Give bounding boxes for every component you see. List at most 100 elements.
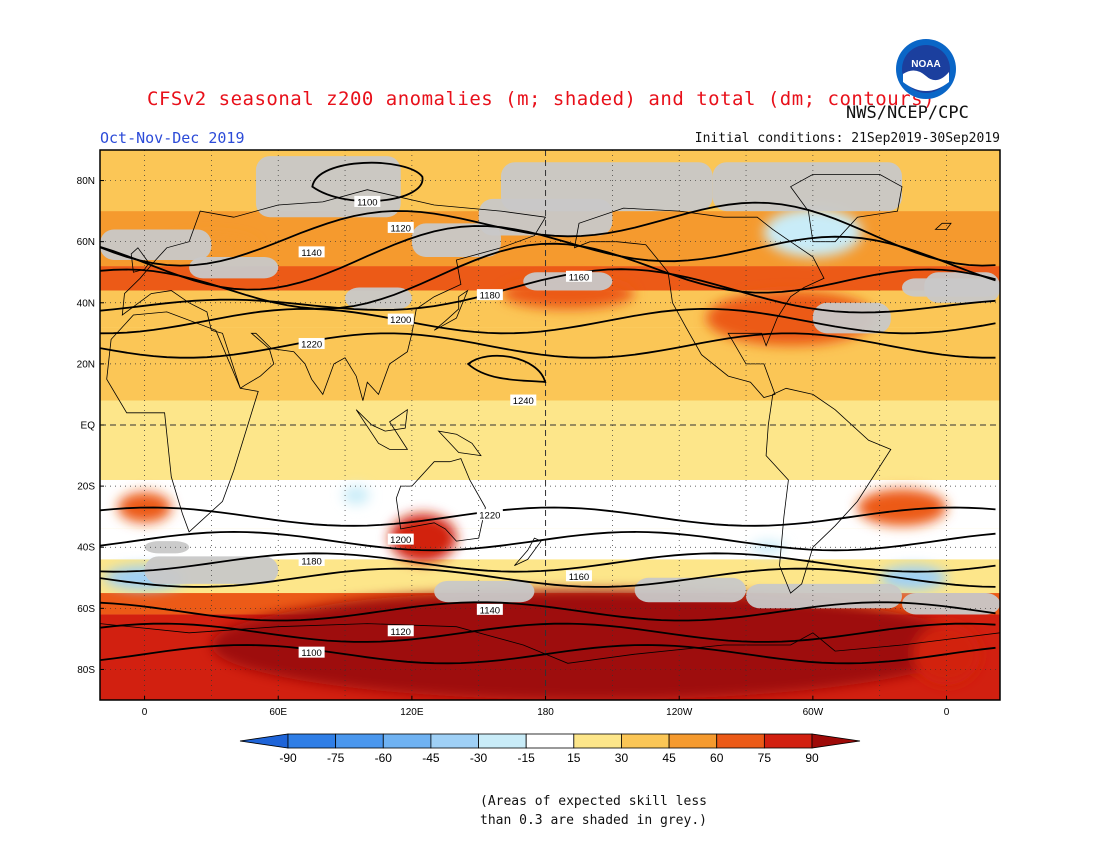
contour-line (100, 332, 996, 359)
latitude-label: 80N (77, 176, 95, 187)
contour-label: 1240 (510, 394, 537, 407)
latitude-labels: 80N 60N 40N 20N EQ 20S 40S 60S 80S (77, 176, 104, 676)
initial-conditions-label: Initial conditions: 21Sep2019-30Sep2019 (694, 131, 1000, 146)
contour-value: 1240 (513, 396, 534, 407)
contour-line (100, 506, 996, 527)
contour-label: 1160 (565, 570, 592, 583)
contour-label: 1220 (476, 509, 503, 522)
contour-value: 1160 (569, 272, 589, 283)
graticule (100, 150, 1000, 700)
contour-label: 1100 (354, 195, 381, 208)
contour-label: 1120 (387, 625, 414, 638)
contour-value: 1180 (301, 556, 321, 567)
contour-label: 1140 (298, 246, 325, 259)
longitude-label: 60E (269, 707, 287, 718)
latitude-label: 60S (77, 604, 95, 615)
low-skill-area (634, 577, 747, 603)
coastline (100, 623, 1000, 700)
low-skill-area (500, 162, 713, 212)
latitude-label: 80S (77, 665, 95, 676)
coastline (433, 289, 469, 331)
contour-value: 1160 (569, 572, 589, 583)
logo-text: NOAA (911, 59, 940, 70)
low-skill-area (901, 593, 1000, 615)
contour-line (466, 354, 547, 384)
low-skill-area (746, 583, 902, 609)
contour-value: 1220 (479, 511, 500, 522)
low-skill-area (434, 580, 535, 603)
contour-value: 1140 (480, 605, 500, 616)
coastline (514, 537, 542, 566)
low-skill-area (255, 156, 401, 218)
contour-line (100, 307, 996, 335)
contour-label: 1200 (387, 313, 414, 326)
coastline (395, 458, 486, 542)
longitude-label: 0 (944, 707, 950, 718)
low-skill-area (189, 256, 279, 279)
contour-line (100, 567, 996, 588)
contour-value: 1120 (391, 223, 411, 234)
coastline (437, 430, 482, 457)
agency-label: NWS/NCEP/CPC (846, 103, 969, 123)
coastline (573, 207, 825, 398)
contour-label: 1160 (565, 270, 592, 283)
coastline (355, 408, 409, 450)
contour-value: 1200 (390, 315, 411, 326)
latitude-label: EQ (81, 421, 96, 432)
contour-value: 1140 (301, 248, 321, 259)
contour-value: 1180 (480, 291, 500, 302)
season-label: Oct-Nov-Dec 2019 (100, 129, 245, 147)
latitude-label: 40N (77, 298, 95, 309)
anomaly-region (342, 486, 370, 505)
noaa-logo-icon: NOAA (896, 39, 956, 99)
contour-line (100, 201, 996, 267)
contour-value: 1120 (391, 627, 411, 638)
latitude-label: 40S (77, 543, 95, 554)
contour-label: 1220 (298, 338, 325, 351)
longitude-labels: 0 60E 120E 180 120W 60W 0 (142, 696, 950, 718)
contour-line (311, 161, 424, 203)
anomaly-band (100, 400, 1000, 480)
contour-label: 1180 (298, 554, 325, 567)
low-skill-area (144, 541, 190, 554)
map-plot-area: 1100 1120 1140 1160 1180 1200 1220 1240 1220 1200… (100, 150, 1000, 700)
coastline (121, 189, 547, 401)
contour-label: 1200 (387, 533, 414, 546)
longitude-label: 120W (666, 707, 693, 718)
contour-label: 1140 (476, 603, 503, 616)
contour-line (100, 622, 996, 643)
latitude-label: 20S (77, 482, 95, 493)
contour-line (100, 644, 996, 665)
contour-label: 1100 (298, 646, 325, 659)
low-skill-area (901, 278, 1000, 297)
height-contours: 1100 1120 1140 1160 1180 1200 1220 1240 1220 1200… (100, 161, 996, 665)
longitude-label: 120E (400, 707, 424, 718)
coastline (934, 222, 952, 230)
contour-line (100, 242, 996, 310)
longitude-label: 180 (537, 707, 554, 718)
low-skill-area (411, 223, 501, 257)
contour-line (100, 601, 996, 622)
contour-value: 1200 (390, 535, 411, 546)
longitude-label: 0 (142, 707, 148, 718)
anomaly-region (523, 623, 836, 685)
contour-value: 1100 (357, 197, 377, 208)
contour-line (100, 268, 996, 314)
coastline (765, 387, 892, 594)
figure-title: CFSv2 seasonal z200 anomalies (m; shaded… (147, 88, 935, 110)
contour-line (100, 530, 996, 552)
coastline (106, 311, 259, 533)
skill-note: (Areas of expected skill less than 0.3 a… (480, 792, 707, 830)
latitude-label: 60N (77, 237, 95, 248)
anomaly-band (100, 480, 1000, 529)
skill-note-line-1: (Areas of expected skill less (480, 794, 707, 809)
coastlines (100, 174, 1000, 700)
contour-line (100, 552, 996, 573)
low-skill-area (100, 229, 212, 260)
contour-value: 1220 (301, 340, 322, 351)
anomaly-region (857, 489, 947, 526)
contour-label: 1180 (476, 289, 503, 302)
skill-note-line-2: than 0.3 are shaded in grey.) (480, 813, 707, 828)
anomaly-band (100, 528, 1000, 560)
